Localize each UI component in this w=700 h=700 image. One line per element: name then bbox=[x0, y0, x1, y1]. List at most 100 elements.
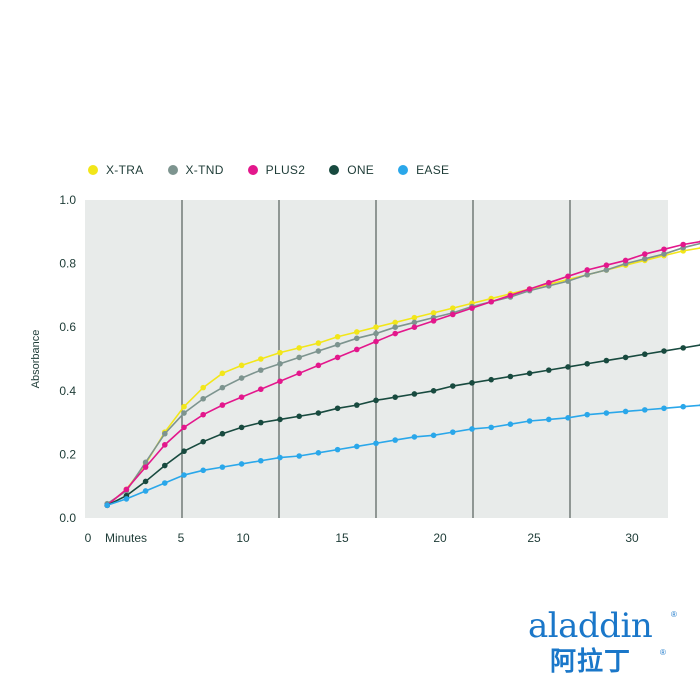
legend-label: X-TND bbox=[185, 163, 224, 177]
data-point-x-tnd bbox=[258, 367, 264, 373]
y-tick-label: 1.0 bbox=[59, 193, 76, 207]
data-point-x-tnd bbox=[315, 348, 322, 354]
data-point-x-tra bbox=[315, 340, 322, 346]
data-point-ease bbox=[642, 407, 648, 413]
data-point-ease bbox=[450, 429, 456, 435]
grid-lines bbox=[181, 200, 571, 518]
data-point-one bbox=[238, 424, 245, 431]
data-point-ease bbox=[430, 432, 437, 439]
data-point-plus2 bbox=[238, 394, 245, 400]
x-tick-label: 10 bbox=[236, 531, 250, 545]
x-axis-title: Minutes bbox=[105, 531, 147, 545]
data-point-plus2 bbox=[296, 370, 303, 377]
series-line-ease bbox=[106, 404, 700, 507]
legend-item-x-tra: X-TRA bbox=[88, 163, 144, 177]
data-point-one bbox=[507, 373, 514, 380]
data-point-plus2 bbox=[354, 346, 360, 353]
data-point-plus2 bbox=[603, 262, 610, 268]
y-axis-title: Absorbance bbox=[30, 329, 42, 389]
data-point-ease bbox=[546, 416, 552, 423]
data-point-ease bbox=[680, 403, 686, 410]
data-point-one bbox=[373, 397, 379, 404]
legend-item-plus2: PLUS2 bbox=[247, 163, 306, 177]
data-point-one bbox=[526, 370, 533, 377]
data-point-one bbox=[142, 478, 149, 485]
data-point-plus2 bbox=[488, 298, 495, 305]
data-point-ease bbox=[142, 488, 149, 494]
legend-marker bbox=[167, 165, 178, 175]
data-point-plus2 bbox=[661, 246, 667, 253]
data-point-one bbox=[277, 416, 283, 423]
data-point-ease bbox=[488, 424, 495, 431]
data-point-ease bbox=[565, 415, 571, 421]
data-point-x-tra bbox=[450, 305, 456, 311]
data-point-x-tnd bbox=[373, 330, 379, 337]
data-point-one bbox=[162, 462, 168, 469]
data-point-plus2 bbox=[622, 257, 629, 264]
legend: X-TRA X-TND PLUS2 ONE EASE bbox=[88, 163, 473, 177]
data-point-ease bbox=[392, 437, 399, 443]
data-point-x-tra bbox=[334, 333, 341, 340]
data-point-one bbox=[354, 402, 360, 408]
aladdin-logo: aladdin ® 阿拉丁 ® bbox=[528, 606, 678, 686]
data-point-one bbox=[219, 430, 226, 437]
data-point-one bbox=[642, 351, 648, 358]
data-point-one bbox=[622, 354, 629, 361]
x-tick-label: 30 bbox=[625, 531, 639, 545]
x-tick-label: 15 bbox=[335, 531, 349, 545]
data-point-x-tra bbox=[258, 356, 264, 362]
data-point-x-tra bbox=[219, 370, 226, 377]
legend-item-x-tnd: X-TND bbox=[167, 163, 224, 177]
data-point-plus2 bbox=[123, 486, 130, 493]
legend-marker bbox=[398, 165, 409, 175]
data-point-ease bbox=[411, 434, 418, 440]
y-tick-label: 0.4 bbox=[59, 384, 76, 398]
data-point-plus2 bbox=[507, 292, 514, 299]
data-point-ease bbox=[526, 418, 533, 424]
data-point-plus2 bbox=[411, 324, 418, 331]
data-point-x-tnd bbox=[642, 256, 648, 262]
data-point-ease bbox=[296, 453, 303, 459]
data-point-one bbox=[200, 438, 206, 445]
data-point-x-tnd bbox=[584, 271, 590, 278]
data-point-one bbox=[411, 391, 418, 397]
data-point-ease bbox=[123, 496, 130, 502]
data-point-plus2 bbox=[546, 279, 552, 286]
data-point-ease bbox=[661, 405, 667, 412]
legend-item-one: ONE bbox=[329, 163, 374, 177]
data-point-one bbox=[258, 419, 264, 426]
data-point-one bbox=[603, 357, 610, 364]
series-one bbox=[104, 343, 700, 509]
data-point-one bbox=[450, 383, 456, 389]
series-layer bbox=[104, 239, 700, 509]
axes: 0.0 0.2 0.4 0.6 0.8 1.0 0 5 10 15 20 25 30 Minutes bbox=[59, 193, 639, 545]
data-point-plus2 bbox=[219, 402, 226, 408]
data-point-one bbox=[181, 448, 187, 455]
logo-chinese-text: 阿拉丁 bbox=[550, 647, 632, 677]
data-point-one bbox=[680, 345, 686, 351]
legend-item-ease: EASE bbox=[398, 163, 449, 177]
x-tick-label: 0 bbox=[85, 531, 92, 545]
data-point-x-tnd bbox=[411, 319, 418, 326]
logo-registered-mark: ® bbox=[671, 610, 677, 619]
data-point-plus2 bbox=[373, 338, 379, 345]
legend-label: X-TRA bbox=[106, 163, 144, 177]
data-point-plus2 bbox=[392, 330, 399, 337]
data-point-x-tra bbox=[430, 310, 437, 316]
data-point-one bbox=[296, 413, 303, 420]
data-point-x-tnd bbox=[142, 459, 149, 466]
x-tick-label: 25 bbox=[527, 531, 541, 545]
data-point-plus2 bbox=[258, 386, 264, 393]
data-point-x-tnd bbox=[296, 354, 303, 361]
y-tick-label: 0.8 bbox=[59, 257, 76, 271]
data-point-ease bbox=[200, 467, 206, 474]
data-point-ease bbox=[181, 472, 187, 478]
data-point-x-tnd bbox=[603, 267, 610, 273]
x-tick-label: 20 bbox=[433, 531, 447, 545]
data-point-ease bbox=[277, 454, 283, 461]
data-point-ease bbox=[622, 408, 629, 415]
data-point-one bbox=[661, 348, 667, 354]
data-point-one bbox=[469, 380, 475, 386]
logo-registered-mark-2: ® bbox=[660, 648, 666, 657]
data-point-one bbox=[334, 405, 341, 412]
